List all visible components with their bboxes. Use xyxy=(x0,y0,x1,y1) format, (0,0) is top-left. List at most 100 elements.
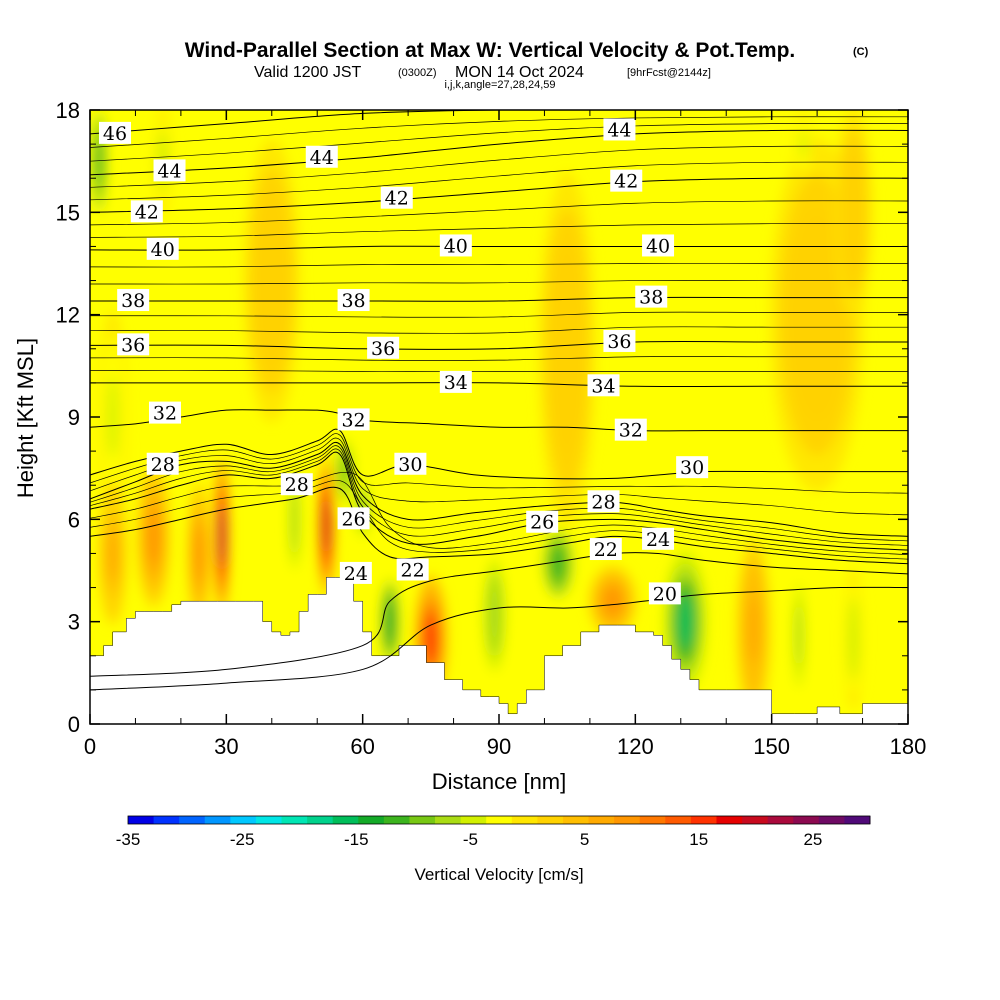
colorbar-segment xyxy=(358,816,385,824)
contour-label: 32 xyxy=(614,418,647,442)
x-tick-label: 0 xyxy=(84,734,96,759)
contour-label-text: 28 xyxy=(151,454,175,476)
isentrope-line xyxy=(90,448,908,546)
colorbar-segment xyxy=(153,816,180,824)
contour-label-text: 34 xyxy=(444,372,468,394)
contour-label-text: 38 xyxy=(639,287,663,309)
isentrope-line xyxy=(90,263,908,268)
contour-label-text: 40 xyxy=(444,235,468,257)
velocity-cell xyxy=(194,526,204,581)
contour-label-text: 36 xyxy=(371,338,395,360)
colorbar-segment xyxy=(793,816,820,824)
contour-label-text: 30 xyxy=(680,457,704,479)
contour-label-text: 24 xyxy=(344,563,368,585)
velocity-cell xyxy=(107,526,119,581)
contour-label-text: 38 xyxy=(121,290,145,312)
isentrope-line xyxy=(90,369,908,372)
contour-label-text: 32 xyxy=(341,409,365,431)
contour-label: 30 xyxy=(676,456,709,479)
section-info: i,j,k,angle=27,28,24,59 xyxy=(444,79,555,91)
x-tick-label: 180 xyxy=(890,734,927,759)
colorbar-frame xyxy=(127,815,871,825)
contour-label: 28 xyxy=(280,473,313,496)
contour-label: 38 xyxy=(337,289,370,312)
colorbar-tick-label: 25 xyxy=(803,830,822,849)
y-tick-label: 0 xyxy=(68,712,80,737)
contour-label-text: 42 xyxy=(135,201,159,223)
subtitle-zulu: (0300Z) xyxy=(398,67,437,79)
contour-label: 42 xyxy=(130,200,163,223)
colorbar-segment xyxy=(818,816,845,824)
contour-label: 44 xyxy=(305,145,338,169)
contour-label: 44 xyxy=(153,159,186,182)
contour-label: 40 xyxy=(642,234,675,257)
chart-title: Wind-Parallel Section at Max W: Vertical… xyxy=(185,39,796,62)
contour-label: 22 xyxy=(396,558,429,582)
contour-label: 20 xyxy=(648,582,681,605)
velocity-cell xyxy=(849,611,858,667)
colorbar-segment xyxy=(742,816,769,824)
isentrope-line xyxy=(90,441,908,537)
contour-label-text: 26 xyxy=(530,512,554,534)
contour-label-box xyxy=(337,408,370,431)
isentrope-line xyxy=(90,382,908,388)
contour-label-text: 36 xyxy=(121,334,145,356)
isentrope-line xyxy=(90,200,908,226)
contour-label-box xyxy=(117,289,150,312)
y-tick-label: 6 xyxy=(68,507,80,532)
contour-label-box xyxy=(526,510,559,533)
colorbar-segment xyxy=(435,816,462,824)
contour-label-box xyxy=(587,490,620,513)
terrain-mask xyxy=(90,577,908,724)
contour-label-box xyxy=(146,237,179,260)
contour-label-text: 36 xyxy=(607,331,631,353)
colorbar-tick-label: -15 xyxy=(344,830,369,849)
x-tick-label: 30 xyxy=(214,734,238,759)
velocity-cell xyxy=(339,455,350,488)
colorbar-segment xyxy=(230,816,257,824)
isentrope-line xyxy=(90,326,908,334)
contour-label-box xyxy=(337,507,370,530)
contour-label: 46 xyxy=(98,121,131,145)
contour-label: 34 xyxy=(587,374,620,397)
contour-label-text: 44 xyxy=(607,119,631,141)
contour-label-box xyxy=(603,118,636,141)
isentrope-line xyxy=(90,129,908,176)
colorbar-segment xyxy=(537,816,564,824)
contour-label-text: 46 xyxy=(103,123,127,145)
contour-label-box xyxy=(589,538,622,561)
isentrope-line xyxy=(90,437,908,516)
isentrope-line xyxy=(90,486,908,565)
contour-label-box xyxy=(280,473,313,496)
colorbar-tick-label: -5 xyxy=(463,830,478,849)
colorbar: -35 -25 -15 -5 5 15 25 xyxy=(116,815,871,849)
colorbar-segment xyxy=(690,816,717,824)
colorbar-tick-label: -25 xyxy=(230,830,255,849)
contour-label-text: 32 xyxy=(153,403,177,425)
chart-subtitle: Valid 1200 JST (0300Z) MON 14 Oct 2024 [… xyxy=(254,64,711,81)
velocity-cell xyxy=(385,601,395,643)
contour-label-text: 44 xyxy=(157,160,181,182)
colorbar-segment xyxy=(511,816,538,824)
contour-label: 28 xyxy=(587,490,620,513)
contour-label-box xyxy=(587,374,620,397)
contour-label: 22 xyxy=(589,538,622,561)
colorbar-segment xyxy=(665,816,692,824)
subtitle-date: MON 14 Oct 2024 xyxy=(455,64,584,81)
contour-label-box xyxy=(439,234,472,257)
isentrope-line xyxy=(90,161,908,201)
contour-label: 32 xyxy=(337,408,370,431)
colorbar-segment xyxy=(255,816,283,824)
velocity-cell xyxy=(677,594,694,649)
contour-label: 42 xyxy=(610,169,643,193)
contour-label: 36 xyxy=(117,333,150,356)
contour-label-box xyxy=(614,418,647,441)
colorbar-segment xyxy=(639,816,666,824)
colorbar-segment xyxy=(460,816,487,824)
contour-label-box xyxy=(337,289,370,312)
contour-label-box xyxy=(117,333,150,356)
contour-label-box xyxy=(642,527,675,550)
contour-label-box xyxy=(130,200,163,223)
